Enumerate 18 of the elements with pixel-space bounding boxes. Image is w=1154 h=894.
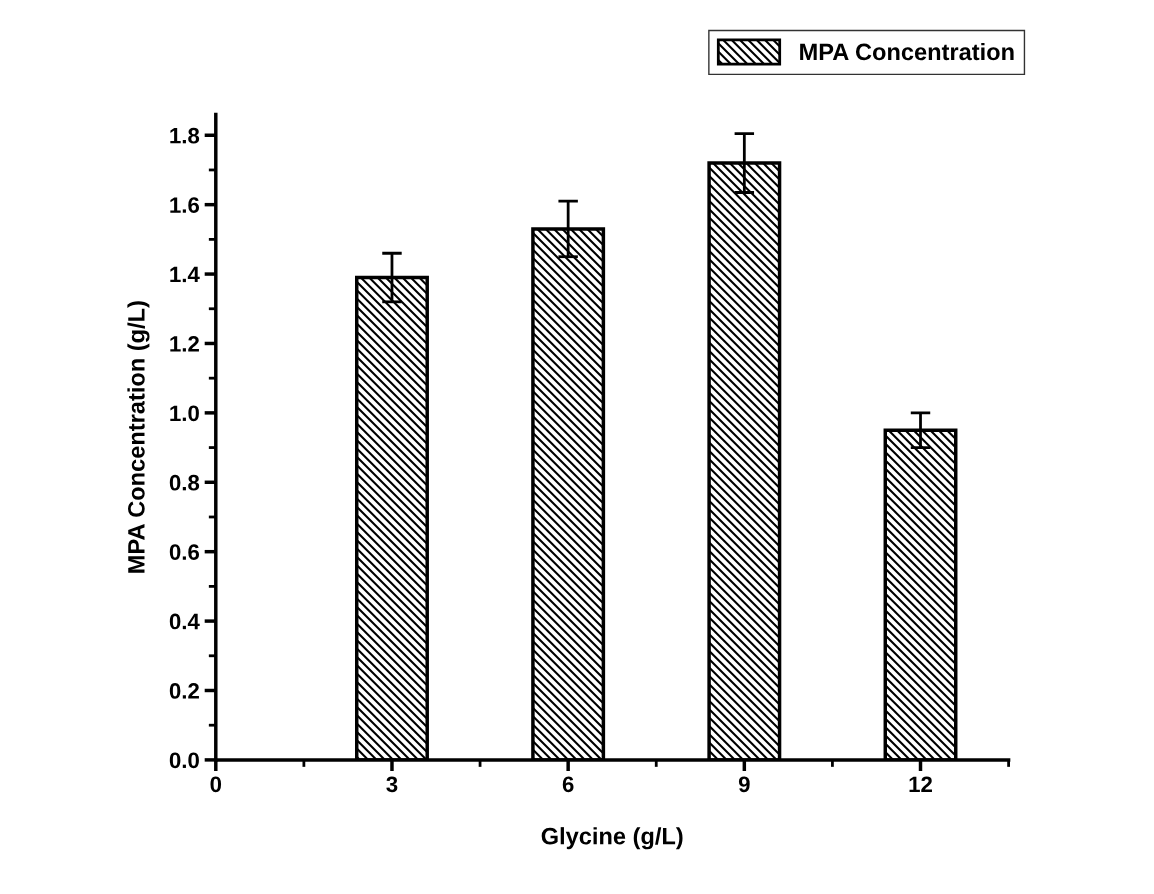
y-tick-label: 0.0: [169, 752, 199, 769]
y-tick-label: 1.8: [170, 127, 200, 144]
y-tick-label: 0.4: [169, 613, 200, 630]
y-tick-label: 0.6: [169, 544, 200, 560]
x-tick-label: 6: [562, 776, 574, 793]
x-axis-title: Glycine (g/L): [541, 827, 683, 850]
x-tick-label: 12: [909, 776, 932, 792]
y-tick-label: 1.0: [170, 405, 199, 422]
y-tick-label: 1.6: [170, 197, 200, 213]
x-tick-label: 9: [738, 776, 750, 793]
legend-label: MPA Concentration: [800, 42, 1014, 61]
y-tick-label: 1.2: [170, 336, 199, 352]
y-tick-label: 0.2: [169, 683, 199, 699]
y-axis-title: MPA Concentration (g/L): [127, 301, 150, 573]
y-tick-label: 1.4: [170, 266, 200, 283]
x-tick-label: 0: [210, 776, 222, 793]
y-tick-label: 0.8: [169, 474, 200, 491]
x-tick-label: 3: [386, 776, 398, 793]
